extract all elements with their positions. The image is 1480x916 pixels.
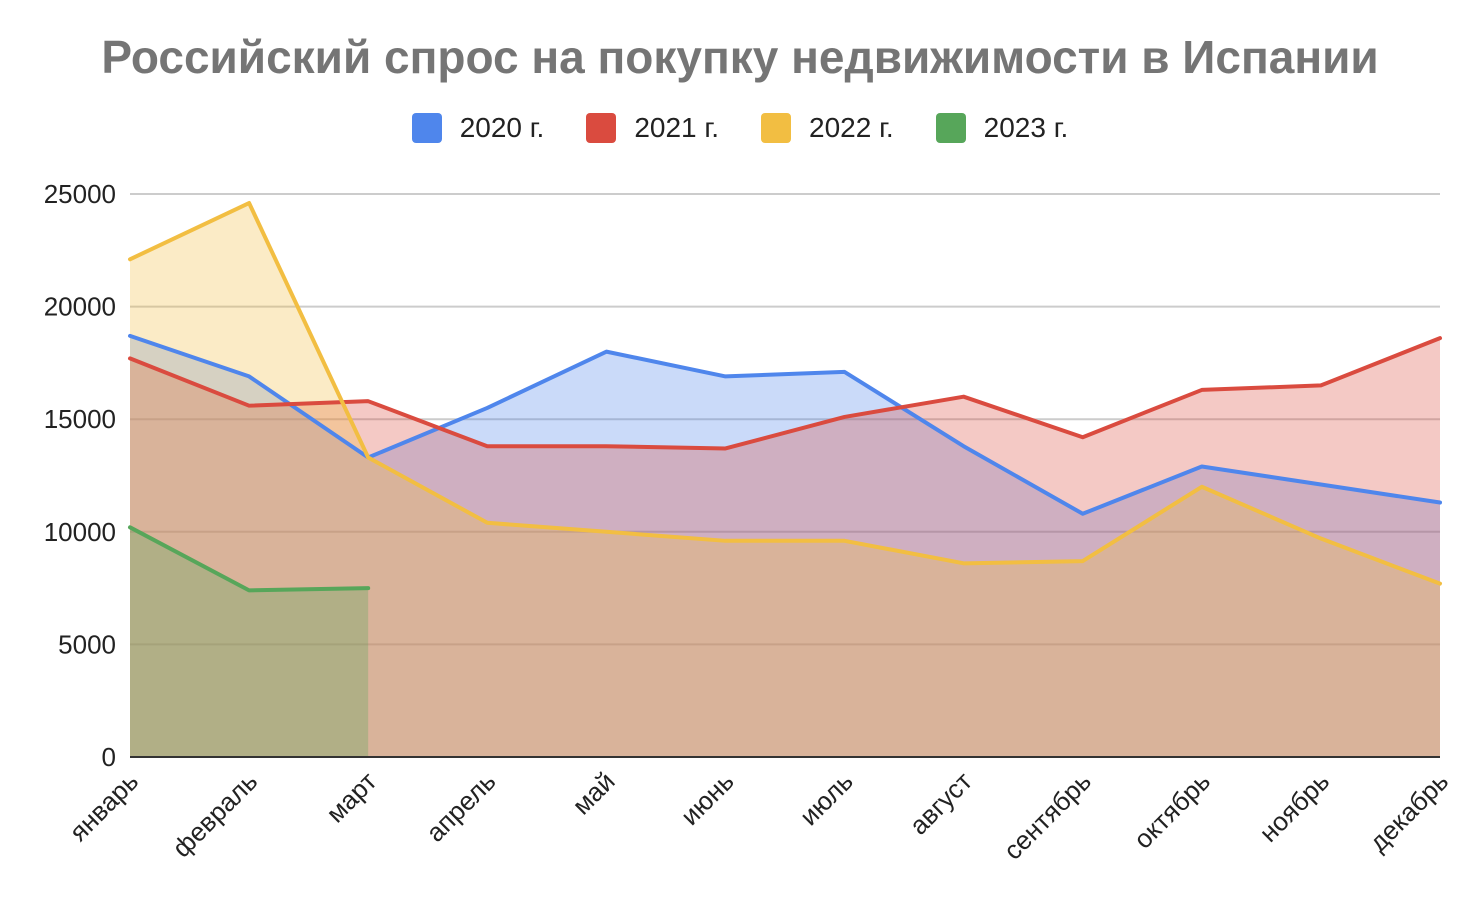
data-point-0-9 [1199,463,1205,469]
data-point-0-3 [484,405,490,411]
data-point-1-7 [961,394,967,400]
data-point-2-2 [365,454,371,460]
data-point-2-6 [842,538,848,544]
legend-item-2023[interactable]: 2023 г. [935,112,1069,144]
data-point-0-4 [603,349,609,355]
data-point-1-8 [1080,434,1086,440]
y-tick-label: 25000 [44,179,116,209]
x-tick-label: сентябрь [997,766,1096,865]
data-point-0-11 [1437,500,1443,506]
data-point-0-7 [961,443,967,449]
chart-legend: 2020 г. 2021 г. 2022 г. 2023 г. [0,112,1480,144]
data-point-2-11 [1437,581,1443,587]
series-area-0 [130,335,1440,757]
series-line-0 [128,333,1442,516]
data-point-0-8 [1080,511,1086,517]
data-point-1-4 [603,443,609,449]
legend-label-2020: 2020 г. [459,112,545,143]
series-line-3 [128,525,371,593]
legend-swatch-2020 [411,113,442,143]
legend-item-2022[interactable]: 2022 г. [761,112,894,144]
y-tick-label: 10000 [44,517,116,547]
y-tick-label: 5000 [58,629,116,659]
x-tick-label: апрель [420,766,502,848]
y-tick-label: 0 [102,742,116,772]
series-area-1 [130,338,1440,757]
x-tick-label: декабрь [1363,766,1454,857]
data-point-3-0 [127,524,133,530]
legend-item-2020[interactable]: 2020 г. [411,112,545,144]
data-point-1-2 [365,398,371,404]
data-point-0-5 [722,373,728,379]
legend-swatch-2023 [935,113,966,143]
x-tick-label: июнь [675,766,740,831]
x-tick-label: март [320,766,382,828]
data-point-2-5 [722,538,728,544]
series-area-2 [130,203,1440,757]
data-point-1-9 [1199,387,1205,393]
legend-label-2021: 2021 г. [634,112,719,143]
legend-item-2021[interactable]: 2021 г. [586,112,719,144]
legend-label-2022: 2022 г. [809,112,894,143]
x-tick-label: январь [63,766,144,847]
data-point-3-2 [365,585,371,591]
x-tick-label: май [566,766,620,820]
data-point-0-10 [1318,482,1324,488]
y-tick-label: 15000 [44,404,116,434]
x-tick-label: ноябрь [1253,766,1335,848]
data-point-0-0 [127,333,133,339]
data-point-2-8 [1080,558,1086,564]
data-point-1-11 [1437,335,1443,341]
data-point-2-3 [484,520,490,526]
legend-label-2023: 2023 г. [983,112,1069,143]
data-point-1-6 [842,414,848,420]
data-point-2-10 [1318,536,1324,542]
series-line-1 [128,336,1442,451]
data-point-1-10 [1318,382,1324,388]
data-point-1-3 [484,443,490,449]
x-tick-label: август [903,766,978,841]
legend-swatch-2021 [586,113,617,143]
data-point-3-1 [246,587,252,593]
series-line-2 [128,201,1442,586]
y-tick-label: 20000 [44,292,116,322]
data-point-1-0 [127,355,133,361]
data-point-2-4 [603,529,609,535]
data-point-1-5 [722,445,728,451]
chart-title: Российский спрос на покупку недвижимости… [101,31,1379,83]
data-point-0-1 [246,373,252,379]
x-tick-label: июль [794,766,859,831]
x-tick-label: февраль [166,766,263,863]
data-point-2-9 [1199,484,1205,490]
data-point-2-1 [246,200,252,206]
data-point-2-7 [961,560,967,566]
data-point-0-6 [842,369,848,375]
series-area-3 [130,527,369,757]
data-point-1-1 [246,403,252,409]
legend-swatch-2022 [761,113,791,143]
data-point-2-0 [127,256,133,262]
x-tick-label: октябрь [1128,766,1216,854]
